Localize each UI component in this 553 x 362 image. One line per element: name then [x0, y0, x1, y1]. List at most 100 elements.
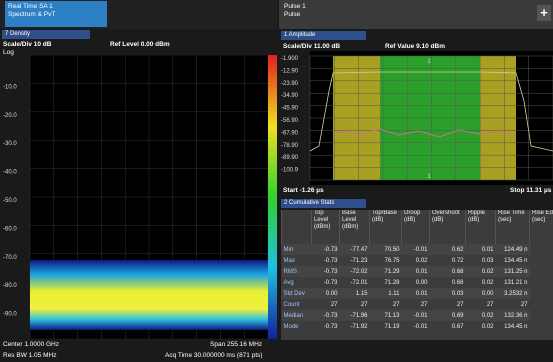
y-label: -45.90: [281, 106, 299, 112]
stats-cell: -0.73: [323, 312, 338, 319]
corner: [281, 210, 312, 244]
rbw-label: Res BW 1.05 MHz: [3, 352, 57, 359]
add-button[interactable]: +: [537, 5, 551, 21]
y-label: -12.90: [281, 68, 299, 74]
pulse-trace: [309, 71, 553, 152]
stats-cell: -0.73: [323, 323, 338, 330]
stats-cell: 0.02: [481, 312, 494, 319]
stats-row: Min -0.73 -77.47 70.50 -0.01 0.62 0.01 124.49 n: [281, 244, 553, 255]
stats-cell: -71.96: [350, 312, 368, 319]
y-label: -50.0: [3, 198, 17, 204]
stats-cell: 134.45 n: [504, 257, 528, 264]
marker-label: 1: [427, 174, 431, 180]
stats-cell: -77.47: [350, 246, 368, 253]
stats-cell: 0.01: [415, 290, 428, 297]
grid: [309, 55, 553, 181]
column-header: Ripple (dB): [465, 210, 496, 244]
row-label: Max: [283, 257, 295, 264]
row-label: Avg: [283, 279, 294, 286]
column-header: Droop (dB): [401, 210, 430, 244]
stats-cell: 3.2532 n: [504, 290, 528, 297]
stats-cell: 0.02: [481, 323, 494, 330]
row-label: Median: [283, 312, 304, 319]
y-label: -56.90: [281, 118, 299, 124]
y-label: -90.0: [3, 312, 17, 318]
header-row: Top Level (dBm) Base Level (dBm) Top/Base …: [281, 210, 553, 244]
stats-cell: 27: [456, 301, 464, 308]
stats-cell: -72.02: [350, 268, 368, 275]
stats-cell: 134.45 n: [504, 323, 528, 330]
stats-cell: 0.02: [415, 257, 428, 264]
stats-cell: 0.72: [451, 257, 464, 264]
scale-label: Scale/Div 11.00 dB: [283, 43, 341, 50]
stats-dropdown[interactable]: 2 Cumulative Stats: [281, 199, 366, 208]
stats-cell: 0.03: [451, 290, 464, 297]
row-label: Mode: [283, 323, 299, 330]
column-header: Top Level (dBm): [311, 210, 340, 244]
row-label: Count: [283, 301, 300, 308]
span-label: Span 255.16 MHz: [210, 341, 263, 348]
ref-label: Ref Level 0.00 dBm: [110, 41, 170, 48]
stats-row: Median -0.73 -71.96 71.13 -0.01 0.69 0.02 132.3…: [281, 310, 553, 321]
stats-row: Avg -0.73 -72.01 71.28 0.00 0.68 0.02 131.21 n: [282, 277, 553, 288]
center-label: Center 1.0000 GHz: [3, 341, 60, 348]
stats-cell: 0.01: [481, 246, 494, 253]
y-label: -23.90: [281, 81, 299, 87]
row-label: Min: [283, 246, 294, 253]
stats-row: Count 27 27 27 27 27 27 27: [282, 299, 553, 310]
y-label: -40.0: [3, 170, 17, 176]
stats-cell: 0.00: [481, 290, 494, 297]
stats-row: Mode -0.73 -71.92 71.19 -0.01 0.67 0.02 134.45 …: [282, 321, 553, 332]
tab-title[interactable]: Pulse 1 Pulse: [284, 3, 306, 19]
stats-cell: -0.01: [413, 323, 428, 330]
stats-cell: -0.73: [323, 268, 338, 275]
y-label: -10.0: [3, 84, 17, 90]
stats-cell: 124.49 n: [504, 246, 528, 253]
stats-cell: -0.73: [323, 257, 338, 264]
stats-cell: 71.13: [384, 312, 400, 319]
stats-panel: Top Level (dBm) Base Level (dBm) Top/Base …: [281, 210, 553, 340]
stats-cell: 27: [520, 301, 528, 308]
view-dropdown[interactable]: 7 Density: [2, 30, 90, 39]
stats-cell: 27: [392, 301, 400, 308]
stats-cell: -0.73: [323, 246, 338, 253]
stop-label: Stop 11.31 µs: [510, 187, 552, 194]
y-labels: -10.0 -20.0 -30.0 -40.0 -50.0 -60.0 -70.0 -80.0…: [3, 84, 17, 317]
y-label: -67.90: [281, 130, 299, 136]
column-header: Rise Edge (sec): [529, 210, 553, 244]
row-label: RMS: [283, 268, 297, 275]
stats-cell: -0.01: [413, 246, 428, 253]
left-tab[interactable]: Real Time SA 1 Spectrum & PvT: [5, 1, 107, 27]
stats-cell: 0.00: [415, 279, 428, 286]
view-dropdown[interactable]: 1 Amplitude: [281, 31, 366, 40]
stats-cell: -0.73: [323, 279, 338, 286]
y-label: -1.900: [281, 56, 299, 62]
stats-cell: 0.68: [451, 279, 464, 286]
stats-cell: 0.67: [451, 323, 464, 330]
right-tabbar: [279, 0, 553, 29]
stats-cell: 0.02: [481, 279, 494, 286]
y-label: -20.0: [3, 113, 17, 119]
log-label: Log: [3, 49, 14, 56]
y-label: -100.9: [281, 168, 299, 174]
stats-cell: 0.69: [451, 312, 464, 319]
stats-cell: 70.50: [384, 246, 400, 253]
stats-cell: 132.36 n: [504, 312, 528, 319]
y-label: -80.0: [3, 283, 17, 289]
stats-cell: 71.29: [384, 268, 400, 275]
stats-cell: 131.21 n: [504, 279, 528, 286]
stats-cell: 1.11: [388, 290, 400, 297]
acq-label: Acq Time 30.000000 ms (871 pts): [165, 352, 263, 359]
y-label: -30.0: [3, 141, 17, 147]
stats-cell: -0.01: [413, 312, 428, 319]
stats-cell: 76.75: [384, 257, 400, 264]
row-label: Std Dev: [283, 290, 305, 297]
y-label: -78.90: [281, 143, 299, 149]
column-header: Overshoot (dB): [429, 210, 466, 244]
stats-cell: 131.25 n: [504, 268, 528, 275]
stats-row: Std Dev 0.00 1.15 1.11 0.01 0.03 0.00 3.2532 n: [281, 288, 553, 299]
stats-cell: 0.03: [481, 257, 494, 264]
tab-title: Real Time SA 1: [8, 3, 53, 10]
stats-cell: 27: [420, 301, 428, 308]
scale-label: Scale/Div 10 dB: [3, 41, 52, 48]
